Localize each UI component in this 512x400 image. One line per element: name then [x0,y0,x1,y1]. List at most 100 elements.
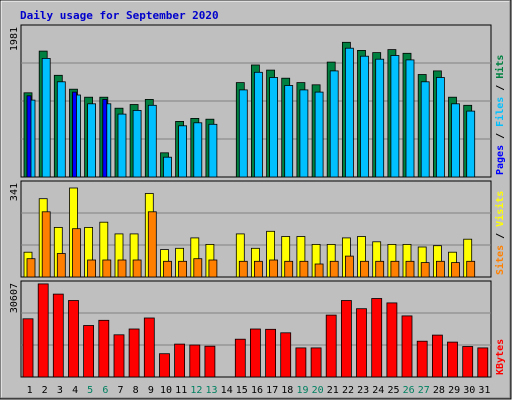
legend-entry-hits: Hits [494,55,506,79]
xtick-label-day-23: 23 [357,385,369,396]
files-bar-day-30 [466,110,476,178]
sites-bar-day-21 [329,260,339,278]
sites-bar-day-8 [132,259,142,278]
files-bar-day-5 [87,103,96,178]
sites-bar-day-15 [238,260,248,278]
kbytes-bar-day-8 [128,328,140,378]
sites-bar-day-24 [375,260,385,278]
kbytes-bar-day-28 [431,334,443,378]
legend-entry-pages: Pages [495,145,506,175]
files-bar-day-10 [163,156,172,178]
kbytes-bar-day-11 [174,343,186,378]
legend-entry-sites: Sites [494,245,506,275]
kbytes-bar-day-1 [22,318,34,378]
sites-bar-day-20 [314,263,324,278]
xtick-label-day-4: 4 [72,385,78,396]
xtick-label-day-15: 15 [236,385,248,396]
xtick-label-day-7: 7 [117,385,123,396]
files-bar-day-13 [208,123,218,178]
files-bar-day-3 [56,81,66,178]
files-bar-day-21 [329,70,339,178]
kbytes-bar-day-22 [340,300,352,378]
xtick-label-day-14: 14 [221,385,233,396]
kbytes-bar-day-15 [234,338,246,378]
files-bar-day-2 [41,58,51,178]
xtick-label-day-10: 10 [160,385,172,396]
xtick-label-day-6: 6 [102,385,108,396]
pages-bar-day-1 [26,95,32,178]
legend-separator: / [495,227,506,245]
xtick-label-day-20: 20 [312,385,324,396]
kbytes-bar-day-26 [401,315,413,378]
sites-bar-day-26 [405,260,415,278]
kbytes-bar-day-16 [249,328,261,378]
kbytes-bar-day-30 [462,346,474,378]
sites-bar-day-19 [299,260,309,278]
sites-bar-day-6 [102,259,112,278]
xtick-label-day-1: 1 [27,385,33,396]
pages-bar-day-6 [102,99,108,178]
sites-bar-day-2 [41,211,51,278]
xtick-label-day-29: 29 [448,385,460,396]
xtick-label-day-31: 31 [478,385,490,396]
ytick-label-visits-sites: 341 [9,183,20,201]
xtick-label-day-27: 27 [418,385,430,396]
legend-separator: / [495,79,506,97]
xtick-label-day-26: 26 [403,385,415,396]
sites-bar-day-18 [284,260,294,278]
files-bar-day-27 [420,81,430,178]
xtick-label-day-19: 19 [296,385,308,396]
files-bar-day-11 [178,125,188,178]
files-bar-day-15 [238,89,248,178]
xtick-label-day-3: 3 [57,385,63,396]
chart-title: Daily usage for September 2020 [20,9,219,22]
kbytes-bar-day-9 [143,317,155,378]
sites-bar-day-5 [87,259,96,278]
kbytes-bar-day-17 [265,328,277,378]
xtick-label-day-12: 12 [190,385,202,396]
xtick-label-day-24: 24 [372,385,384,396]
legend-entry-files: Files [494,97,506,127]
xtick-label-day-13: 13 [205,385,217,396]
sites-bar-day-9 [147,211,157,278]
kbytes-bar-day-20 [310,347,322,378]
files-bar-day-16 [253,71,263,178]
kbytes-bar-day-5 [83,325,94,378]
sites-bar-day-23 [360,260,369,278]
files-bar-day-22 [344,47,354,178]
kbytes-bar-day-13 [204,345,216,378]
kbytes-bar-day-21 [325,314,337,378]
xtick-label-day-25: 25 [387,385,399,396]
sites-bar-day-10 [163,260,172,278]
kbytes-bar-day-25 [386,302,398,378]
sites-bar-day-17 [269,259,279,278]
ytick-label-hits-files-pages: 1981 [9,27,20,51]
xtick-label-day-21: 21 [327,385,339,396]
sites-bar-day-16 [253,260,263,278]
files-bar-day-29 [451,103,460,178]
files-bar-day-17 [269,77,279,178]
sites-bar-day-30 [466,260,476,278]
kbytes-bar-day-24 [371,298,383,378]
xtick-label-day-11: 11 [175,385,187,396]
sites-bar-day-3 [56,253,66,278]
kbytes-bar-day-29 [447,341,458,378]
kbytes-bar-day-18 [280,332,292,378]
kbytes-bar-day-7 [113,334,125,378]
xtick-label-day-2: 2 [42,385,48,396]
sites-bar-day-4 [72,228,81,278]
files-bar-day-26 [405,59,415,178]
sites-bar-day-25 [390,260,400,278]
kbytes-bar-day-6 [98,319,110,378]
kbytes-bar-day-10 [159,353,170,378]
files-bar-day-24 [375,58,385,178]
xtick-label-day-28: 28 [433,385,445,396]
legend-entry-kbytes: KBytes [495,339,506,375]
sites-bar-day-29 [451,262,460,278]
legend-entry-visits: Visits [494,191,506,227]
kbytes-bar-day-2 [37,283,49,378]
sites-bar-day-13 [208,259,218,278]
